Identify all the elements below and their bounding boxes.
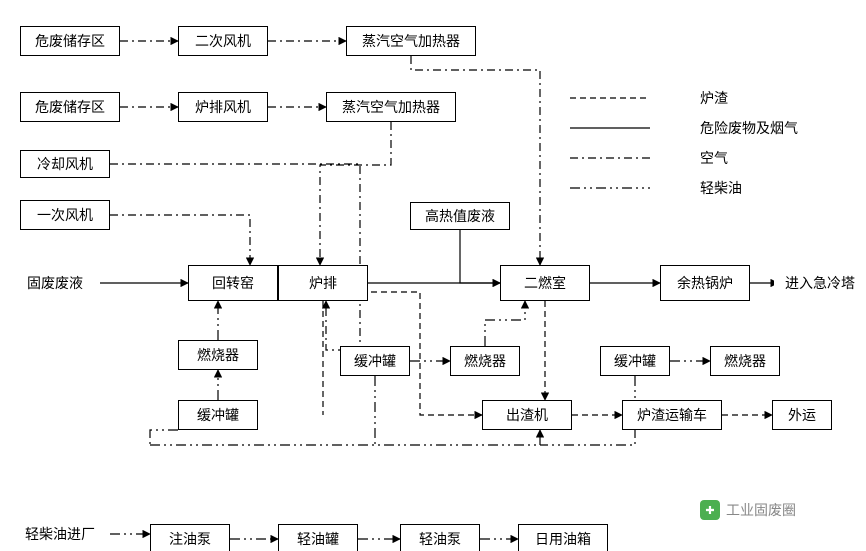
node-n_out: 外运 bbox=[772, 400, 832, 430]
node-n_fan1: 一次风机 bbox=[20, 200, 110, 230]
node-n_coolfan: 冷却风机 bbox=[20, 150, 110, 178]
edge-17 bbox=[485, 301, 525, 346]
node-n_kiln: 回转窑 bbox=[188, 265, 278, 301]
node-n_grate: 炉排 bbox=[278, 265, 368, 301]
node-n_sec: 二燃室 bbox=[500, 265, 590, 301]
legend-label-solid: 危险废物及烟气 bbox=[700, 118, 798, 138]
edge-7 bbox=[110, 215, 250, 265]
node-n_heater1: 蒸汽空气加热器 bbox=[346, 26, 476, 56]
legend-label-dashdotdot: 轻柴油 bbox=[700, 178, 742, 198]
edge-5 bbox=[320, 122, 391, 265]
node-n_gratefan: 炉排风机 bbox=[178, 92, 268, 122]
watermark-text: 工业固废圈 bbox=[726, 500, 796, 520]
edge-8 bbox=[460, 230, 500, 283]
node-n_burner3: 燃烧器 bbox=[710, 346, 780, 376]
watermark-icon: ✚ bbox=[700, 500, 720, 520]
edge-6 bbox=[110, 164, 360, 350]
node-n_solid: 固废废液 bbox=[10, 268, 100, 298]
watermark: ✚ 工业固废圈 bbox=[700, 500, 796, 520]
edge-2 bbox=[411, 56, 540, 265]
node-n_boiler: 余热锅炉 bbox=[660, 265, 750, 301]
node-n_diesel: 轻柴油进厂 bbox=[10, 520, 110, 548]
node-n_pump: 注油泵 bbox=[150, 524, 230, 551]
edge-23 bbox=[150, 430, 540, 445]
node-n_buf3: 缓冲罐 bbox=[600, 346, 670, 376]
node-n_buf1: 缓冲罐 bbox=[178, 400, 258, 430]
node-n_daytank: 日用油箱 bbox=[518, 524, 608, 551]
node-n_pump2: 轻油泵 bbox=[400, 524, 480, 551]
node-n_hotliq: 高热值废液 bbox=[410, 202, 510, 230]
node-n_buf2: 缓冲罐 bbox=[340, 346, 410, 376]
legend-label-dash: 炉渣 bbox=[700, 88, 728, 108]
node-n_quench: 进入急冷塔 bbox=[774, 268, 866, 298]
node-n_store2: 危废储存区 bbox=[20, 92, 120, 122]
node-n_truck: 炉渣运输车 bbox=[622, 400, 722, 430]
node-n_burner1: 燃烧器 bbox=[178, 340, 258, 370]
node-n_store1: 危废储存区 bbox=[20, 26, 120, 56]
node-n_tank: 轻油罐 bbox=[278, 524, 358, 551]
node-n_heater2: 蒸汽空气加热器 bbox=[326, 92, 456, 122]
node-n_fan2: 二次风机 bbox=[178, 26, 268, 56]
node-n_burner2: 燃烧器 bbox=[450, 346, 520, 376]
diagram-canvas: 危废储存区二次风机蒸汽空气加热器危废储存区炉排风机蒸汽空气加热器冷却风机一次风机… bbox=[0, 0, 866, 551]
node-n_slag: 出渣机 bbox=[482, 400, 572, 430]
edge-24 bbox=[150, 430, 178, 445]
legend-label-dashdot: 空气 bbox=[700, 148, 728, 168]
